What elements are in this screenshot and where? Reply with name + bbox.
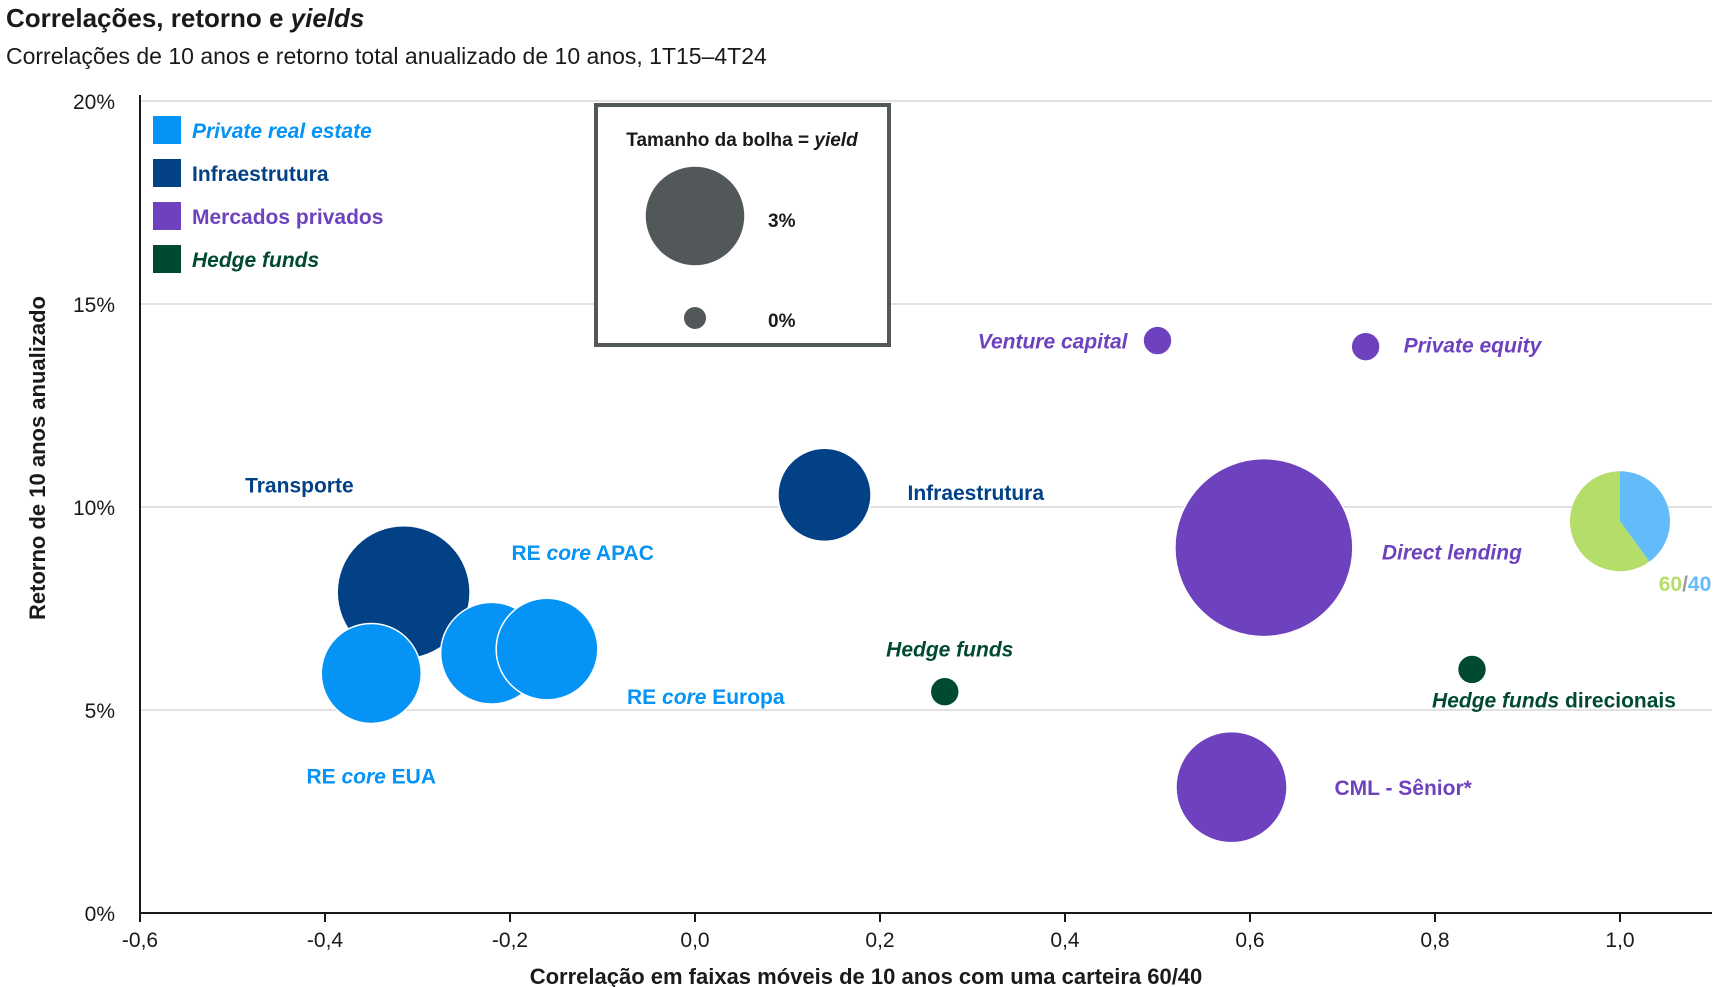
label-part: core: [662, 686, 707, 709]
legend-label: Private real estate: [192, 120, 372, 143]
x-axis-ticks: -0,6 -0,4 -0,2 0,0 0,2 0,4 0,6 0,8 1,0: [122, 913, 1635, 952]
y-tick-label: 15%: [73, 294, 115, 317]
legend-swatch: [153, 116, 181, 144]
label-part: Infraestrutura: [908, 482, 1045, 505]
label-part: core: [341, 765, 386, 788]
bubble-re-core-eua: [320, 622, 422, 725]
legend-swatch: [153, 159, 181, 187]
pie-label-6040: 60/40: [1659, 573, 1712, 596]
y-tick-label: 10%: [73, 497, 115, 520]
label-part: Private equity: [1404, 335, 1543, 358]
label-part: Transporte: [245, 474, 354, 497]
y-axis-title: Retorno de 10 anos anualizado: [25, 296, 50, 620]
bubble-label-venture-capital: Venture capital: [978, 331, 1129, 354]
bubble-hedge-funds-direcionais: [1456, 654, 1488, 685]
y-tick-label: 0%: [85, 903, 115, 926]
label-part: APAC: [591, 542, 654, 565]
pie-label-part: /: [1682, 573, 1688, 596]
x-axis-title: Correlação em faixas móveis de 10 anos c…: [530, 964, 1203, 987]
bubble-label-hedge-funds-direcionais: Hedge funds direcionais: [1432, 689, 1676, 712]
x-tick-label: -0,4: [307, 929, 344, 952]
pie-slice-40: [1620, 471, 1671, 562]
size-legend-title: Tamanho da bolha = yield: [626, 130, 858, 151]
y-tick-label: 20%: [73, 91, 115, 114]
label-part: RE: [306, 765, 341, 788]
bubble-re-core-europa: [495, 597, 599, 701]
size-legend: Tamanho da bolha = yield 3% 0%: [594, 103, 891, 347]
x-tick-label: 0,4: [1050, 929, 1080, 952]
bubble-hedge-funds: [929, 676, 960, 707]
x-tick-label: 0,8: [1420, 929, 1449, 952]
chart-subtitle: Correlações de 10 anos e retorno total a…: [6, 43, 767, 69]
label-part: Venture capital: [978, 331, 1129, 354]
benchmark-6040-pie: 60/40: [1570, 471, 1711, 596]
bubbles: [320, 325, 1488, 844]
size-legend-bubble-0pct: [684, 307, 706, 329]
label-part: Direct lending: [1382, 542, 1522, 565]
label-part: RE: [512, 542, 547, 565]
bubble-label-infraestrutura: Infraestrutura: [908, 482, 1045, 505]
bubble-cml-s-nior: [1175, 730, 1288, 844]
pie-slice-60: [1570, 471, 1650, 572]
axes: [139, 95, 1712, 914]
pie-label-part: 60: [1659, 573, 1682, 596]
x-tick-label: 0,2: [865, 929, 894, 952]
bubble-label-re-core-eua: RE core EUA: [306, 765, 436, 788]
label-part: Europa: [706, 686, 784, 709]
size-legend-label-3pct: 3%: [768, 211, 796, 232]
label-part: core: [547, 542, 592, 565]
legend-swatch: [153, 202, 181, 230]
label-part: CML - Sênior*: [1335, 777, 1473, 800]
x-tick-label: 1,0: [1605, 929, 1634, 952]
x-tick-label: 0,6: [1235, 929, 1264, 952]
bubble-label-private-equity: Private equity: [1404, 335, 1543, 358]
y-axis-ticks: 0% 5% 10% 15% 20%: [73, 91, 115, 926]
label-part: direcionais: [1559, 689, 1676, 712]
gridlines: [140, 100, 1712, 711]
y-tick-label: 5%: [85, 700, 115, 723]
size-legend-bubble-3pct: [644, 165, 746, 267]
bubble-label-hedge-funds: Hedge funds: [886, 639, 1013, 662]
x-tick-label: -0,2: [492, 929, 528, 952]
pie-label-part: 40: [1688, 573, 1711, 596]
bubble-private-equity: [1350, 331, 1381, 362]
bubble-label-cml-s-nior: CML - Sênior*: [1335, 777, 1473, 800]
legend-swatch: [153, 245, 181, 273]
legend-label: Mercados privados: [192, 206, 383, 229]
bubble-direct-lending: [1174, 457, 1354, 638]
bubble-infraestrutura: [777, 447, 872, 543]
size-legend-label-0pct: 0%: [768, 311, 796, 332]
bubble-label-transporte: Transporte: [245, 474, 354, 497]
bubble-venture-capital: [1142, 325, 1173, 356]
x-tick-label: 0,0: [680, 929, 709, 952]
color-legend: Private real estate Infraestrutura Mercado…: [153, 116, 383, 273]
legend-label: Hedge funds: [192, 249, 319, 272]
label-part: Hedge funds: [1432, 689, 1559, 712]
label-part: RE: [627, 686, 662, 709]
x-tick-label: -0,6: [122, 929, 158, 952]
bubble-label-direct-lending: Direct lending: [1382, 542, 1522, 565]
bubble-label-re-core-apac: RE core APAC: [512, 542, 654, 565]
legend-label: Infraestrutura: [192, 163, 329, 186]
chart-title: Correlações, retorno e yields: [6, 3, 364, 33]
label-part: Hedge funds: [886, 639, 1013, 662]
bubble-label-re-core-europa: RE core Europa: [627, 686, 785, 709]
label-part: EUA: [386, 765, 436, 788]
